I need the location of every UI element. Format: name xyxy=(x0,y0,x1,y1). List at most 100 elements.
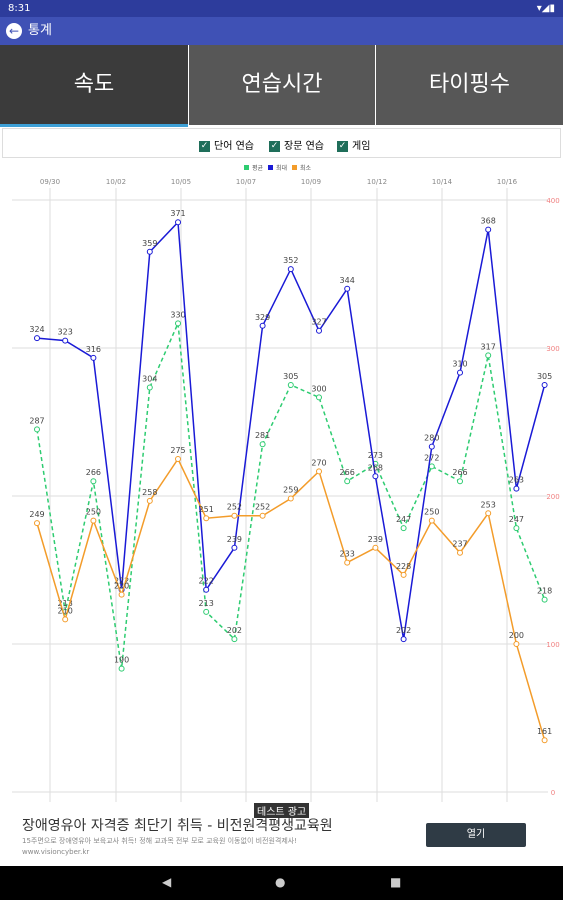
data-label: 247 xyxy=(509,515,524,524)
data-label: 249 xyxy=(29,510,44,519)
point xyxy=(231,512,238,519)
tab[interactable]: 속도 xyxy=(0,45,188,127)
data-label: 250 xyxy=(424,508,439,517)
point xyxy=(541,737,548,744)
point xyxy=(90,478,97,485)
data-label: 281 xyxy=(255,431,270,440)
data-label: 213 xyxy=(199,599,214,608)
point xyxy=(400,636,407,643)
point xyxy=(372,473,379,480)
point xyxy=(287,266,294,273)
point xyxy=(146,384,153,391)
point xyxy=(344,285,351,292)
y2-tick-label: 300 xyxy=(546,345,559,353)
ad-banner[interactable]: 테스트 광고 장애영유아 자격증 최단기 취득 - 비전원격평생교육원 15주면… xyxy=(0,803,563,866)
point xyxy=(400,525,407,532)
data-label: 222 xyxy=(114,577,129,586)
point xyxy=(316,394,322,401)
tab[interactable]: 타이핑수 xyxy=(376,45,563,125)
data-label: 190 xyxy=(114,656,129,665)
data-label: 220 xyxy=(114,582,129,591)
data-label: 247 xyxy=(396,515,411,524)
data-label: 280 xyxy=(424,434,439,443)
point xyxy=(485,510,492,517)
status-bar: 8:31 ▾◢▮ xyxy=(0,0,563,17)
app-bar: ← 통계 xyxy=(0,17,563,45)
data-label: 252 xyxy=(255,503,270,512)
filter[interactable]: ✓ 단어 연습 xyxy=(199,140,254,152)
legend-swatch xyxy=(268,165,273,170)
point xyxy=(175,456,181,462)
data-label: 323 xyxy=(58,328,73,337)
data-label: 287 xyxy=(29,416,44,425)
point xyxy=(372,544,379,551)
point xyxy=(316,327,322,334)
point xyxy=(344,478,351,485)
point xyxy=(428,463,435,470)
data-label: 268 xyxy=(368,463,383,472)
data-label: 305 xyxy=(537,372,552,381)
data-label: 239 xyxy=(227,535,242,544)
point xyxy=(203,515,210,522)
point xyxy=(513,525,520,532)
data-label: 202 xyxy=(396,626,411,635)
data-label: 161 xyxy=(537,727,552,736)
ad-button[interactable]: 열기 xyxy=(426,823,526,847)
point xyxy=(428,443,435,450)
filter[interactable]: ✓ 장문 연습 xyxy=(269,140,324,152)
tab[interactable]: 연습시간 xyxy=(189,45,375,125)
legend-swatch xyxy=(244,165,249,170)
time: 8:31 xyxy=(8,3,31,14)
data-label: 352 xyxy=(283,256,298,265)
x-tick-label: 10/16 xyxy=(497,178,518,186)
x-tick-label: 10/12 xyxy=(367,178,387,186)
data-label: 344 xyxy=(340,276,355,285)
point xyxy=(259,512,266,519)
point xyxy=(34,335,40,342)
data-label: 218 xyxy=(537,587,552,596)
point xyxy=(457,478,463,485)
ad-badge: 테스트 광고 xyxy=(254,803,310,818)
filter[interactable]: ✓ 게임 xyxy=(337,140,371,152)
nav-bar: ◀ ● ■ xyxy=(0,866,563,900)
point xyxy=(146,497,153,504)
point xyxy=(118,665,125,672)
data-label: 213 xyxy=(58,599,73,608)
point xyxy=(62,616,69,623)
legend-label: 평균 xyxy=(252,164,264,172)
data-label: 304 xyxy=(142,374,157,383)
data-label: 233 xyxy=(340,550,355,559)
legend-label: 최대 xyxy=(276,164,287,172)
point xyxy=(34,520,40,527)
data-label: 222 xyxy=(199,577,214,586)
ad-title: 장애영유아 자격증 최단기 취득 - 비전원격평생교육원 xyxy=(22,818,333,834)
data-label: 310 xyxy=(452,360,467,369)
data-label: 263 xyxy=(509,476,524,485)
data-label: 228 xyxy=(396,562,411,571)
data-label: 266 xyxy=(452,468,467,477)
x-tick-label: 10/05 xyxy=(171,178,191,186)
data-label: 275 xyxy=(170,446,185,455)
legend-swatch xyxy=(292,165,297,170)
filter-label: 단어 연습 xyxy=(214,141,254,152)
data-label: 266 xyxy=(340,468,355,477)
point xyxy=(316,468,322,475)
ad-description: 15주면으로 장애영유아 보육교사 취득! 정해 교과목 전부 모로 교육원 이… xyxy=(22,837,298,845)
x-tick-label: 10/02 xyxy=(106,178,126,186)
point xyxy=(485,226,492,233)
data-label: 266 xyxy=(86,468,101,477)
point xyxy=(118,591,125,598)
point xyxy=(287,495,294,502)
data-label: 316 xyxy=(86,345,101,354)
point xyxy=(90,517,97,524)
y2-tick-label: 0 xyxy=(551,789,555,797)
point xyxy=(344,559,351,566)
point xyxy=(457,549,463,556)
point xyxy=(485,352,492,359)
y2-tick-label: 400 xyxy=(546,197,559,205)
back-button[interactable]: ← xyxy=(6,22,22,39)
point xyxy=(203,608,210,615)
data-label: 300 xyxy=(311,384,326,393)
y2-tick-label: 100 xyxy=(546,641,559,649)
point xyxy=(175,219,181,226)
